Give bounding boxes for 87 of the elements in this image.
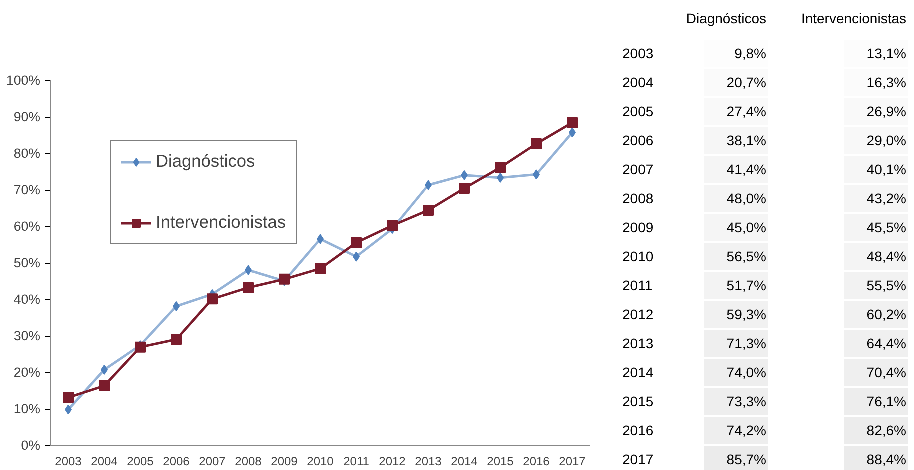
y-tick-label: 10% — [14, 402, 41, 416]
data-label: 64,4% — [866, 336, 907, 352]
y-tick-label: 90% — [14, 110, 41, 124]
x-tick-label: 2017 — [559, 454, 586, 468]
y-tick-label: 2014 — [622, 364, 654, 380]
x-tick-label: 2015 — [487, 454, 514, 468]
data-label: 9,8% — [734, 46, 767, 62]
data-label: 74,0% — [726, 364, 767, 380]
point — [171, 334, 182, 346]
x-tick-label: 2010 — [307, 454, 334, 468]
data-label: 27,4% — [726, 104, 767, 120]
data-label: 70,4% — [866, 364, 907, 380]
y-tick-label: 2009 — [622, 220, 654, 236]
y-tick-label: 2003 — [622, 46, 654, 62]
data-label: 88,4% — [866, 452, 907, 468]
x-tick-label: 2009 — [271, 454, 298, 468]
y-tick-label: 0% — [21, 438, 41, 453]
point — [243, 282, 254, 294]
point — [351, 237, 362, 248]
data-label: 51,7% — [726, 278, 767, 294]
y-tick-label: 50% — [14, 256, 41, 270]
y-tick-label: 2011 — [622, 278, 653, 294]
y-tick-label: 40% — [14, 292, 41, 307]
x-tick-label: 2003 — [55, 454, 82, 468]
data-label: 55,5% — [866, 278, 907, 294]
data-label: 16,3% — [866, 74, 907, 90]
legend-label: Diagnósticos — [156, 151, 256, 172]
data-label: 82,6% — [866, 422, 907, 438]
point — [135, 342, 146, 353]
x-tick-label: 2013 — [415, 454, 442, 468]
y-tick-label: 2007 — [622, 162, 654, 178]
point — [279, 274, 290, 285]
data-label: 60,2% — [866, 306, 907, 322]
data-label: 74,2% — [726, 422, 767, 438]
data-label: 45,5% — [866, 220, 907, 236]
data-label: 85,7% — [726, 452, 767, 468]
x-tick-label: 2012 — [379, 454, 406, 468]
x-tick-label: 2008 — [235, 454, 262, 468]
data-label: 43,2% — [866, 190, 907, 206]
y-tick-label: 80% — [14, 146, 41, 161]
data-label: 59,3% — [726, 306, 767, 322]
x-tick-label: 2011 — [344, 454, 370, 468]
data-label: 40,1% — [866, 162, 907, 178]
point — [567, 117, 578, 128]
y-tick-label: 60% — [14, 219, 41, 234]
data-label: 20,7% — [726, 74, 767, 90]
data-label: 13,1% — [866, 46, 907, 62]
data-label: 73,3% — [726, 394, 767, 410]
y-tick-label: 20% — [14, 365, 41, 380]
y-tick-label: 2008 — [622, 190, 654, 206]
data-label: 29,0% — [866, 132, 907, 148]
y-tick-label: 70% — [14, 182, 41, 198]
data-label: 41,4% — [726, 162, 767, 178]
y-tick-label: 2006 — [622, 132, 654, 148]
x-tick-label: 2004 — [91, 454, 118, 468]
y-tick-label: 2015 — [622, 394, 654, 410]
point — [423, 204, 434, 216]
legend-label: Intervencionistas — [156, 212, 286, 233]
data-label: 48,4% — [866, 248, 907, 264]
y-tick-label: 2004 — [622, 74, 654, 90]
point — [495, 162, 506, 174]
point — [531, 138, 542, 150]
y-tick-label: 2012 — [622, 306, 654, 322]
data-label: 26,9% — [866, 104, 907, 120]
x-tick-label: 2007 — [199, 454, 226, 468]
x-tick-label: 2005 — [127, 454, 154, 468]
x-tick-label: 2014 — [451, 454, 478, 468]
data-label: 76,1% — [866, 394, 907, 410]
y-tick-label: 30% — [14, 328, 41, 344]
point — [63, 392, 74, 404]
point — [387, 220, 398, 232]
point — [459, 183, 470, 194]
point — [207, 294, 218, 305]
y-tick-label: 2016 — [622, 422, 654, 438]
point — [99, 380, 110, 392]
y-tick-label: 2010 — [622, 248, 654, 264]
y-tick-label: 2013 — [622, 336, 654, 352]
data-label: 56,5% — [726, 248, 767, 264]
y-tick-label: 100% — [6, 73, 41, 88]
point — [315, 263, 326, 274]
x-tick-label: 2006 — [163, 454, 190, 468]
data-label: 48,0% — [726, 190, 767, 206]
y-tick-label: 2005 — [622, 104, 654, 120]
x-tick-label: 2016 — [523, 454, 550, 468]
data-label: 38,1% — [726, 132, 767, 148]
data-label: 45,0% — [726, 220, 767, 236]
data-label: 71,3% — [726, 336, 767, 352]
